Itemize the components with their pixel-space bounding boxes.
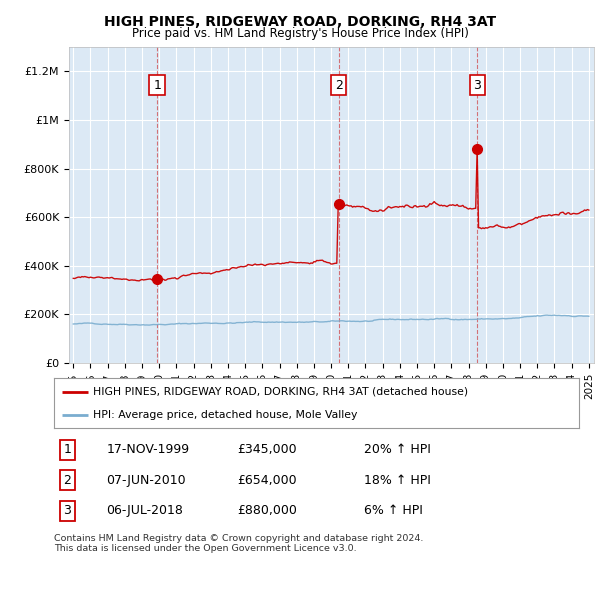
Text: HIGH PINES, RIDGEWAY ROAD, DORKING, RH4 3AT (detached house): HIGH PINES, RIDGEWAY ROAD, DORKING, RH4 … <box>94 386 469 396</box>
Text: 2: 2 <box>335 78 343 91</box>
Text: Contains HM Land Registry data © Crown copyright and database right 2024.
This d: Contains HM Land Registry data © Crown c… <box>54 534 424 553</box>
Text: Price paid vs. HM Land Registry's House Price Index (HPI): Price paid vs. HM Land Registry's House … <box>131 27 469 40</box>
Text: 6% ↑ HPI: 6% ↑ HPI <box>364 504 422 517</box>
Text: £654,000: £654,000 <box>238 474 298 487</box>
Text: 07-JUN-2010: 07-JUN-2010 <box>107 474 186 487</box>
Text: 2: 2 <box>64 474 71 487</box>
Text: 3: 3 <box>473 78 481 91</box>
Text: 20% ↑ HPI: 20% ↑ HPI <box>364 443 431 456</box>
Text: 1: 1 <box>64 443 71 456</box>
Text: 1: 1 <box>153 78 161 91</box>
Text: 06-JUL-2018: 06-JUL-2018 <box>107 504 184 517</box>
Text: 18% ↑ HPI: 18% ↑ HPI <box>364 474 431 487</box>
Text: HPI: Average price, detached house, Mole Valley: HPI: Average price, detached house, Mole… <box>94 410 358 420</box>
Text: 3: 3 <box>64 504 71 517</box>
Text: £880,000: £880,000 <box>238 504 298 517</box>
Text: £345,000: £345,000 <box>238 443 298 456</box>
Text: HIGH PINES, RIDGEWAY ROAD, DORKING, RH4 3AT: HIGH PINES, RIDGEWAY ROAD, DORKING, RH4 … <box>104 15 496 29</box>
Text: 17-NOV-1999: 17-NOV-1999 <box>107 443 190 456</box>
